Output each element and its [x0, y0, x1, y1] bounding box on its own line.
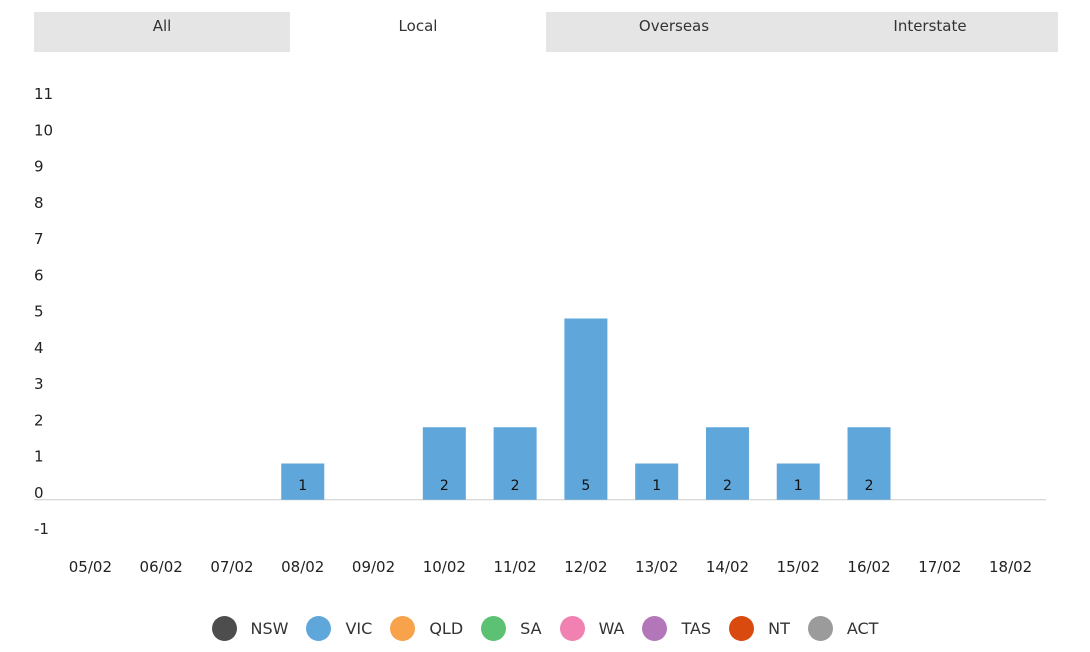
- y-tick-label: 4: [34, 339, 44, 357]
- bar-vic: [776, 463, 820, 500]
- bar-vic: [705, 427, 749, 500]
- legend-item-tas[interactable]: TAS: [642, 615, 712, 641]
- x-tick-label: 16/02: [847, 558, 890, 576]
- x-tick-label: 10/02: [423, 558, 466, 576]
- bar-data-label: 2: [511, 478, 520, 494]
- chart-legend: NSW VIC QLD SA WA TAS NT ACT: [0, 614, 1090, 642]
- legend-item-sa[interactable]: SA: [481, 615, 542, 641]
- bar-vic: [635, 463, 679, 500]
- x-tick-label: 12/02: [564, 558, 607, 576]
- y-tick-label: 3: [34, 375, 44, 393]
- legend-label-tas: TAS: [681, 618, 712, 638]
- x-tick-label: 07/02: [210, 558, 253, 576]
- bar-data-label: 2: [723, 478, 732, 494]
- y-tick-label: 10: [34, 121, 53, 139]
- bar-vic: [847, 427, 891, 500]
- tab-overseas[interactable]: Overseas: [546, 12, 802, 52]
- legend-swatch-tas: [642, 615, 668, 641]
- x-tick-label: 14/02: [706, 558, 749, 576]
- y-tick-label: 7: [34, 230, 44, 248]
- bar-vic: [564, 318, 608, 500]
- y-tick-label: 0: [34, 484, 44, 502]
- legend-item-vic[interactable]: VIC: [306, 615, 373, 641]
- tab-all[interactable]: All: [34, 12, 290, 52]
- x-tick-label: 09/02: [352, 558, 395, 576]
- bar-data-label: 1: [652, 478, 661, 494]
- bar-vic: [493, 427, 537, 500]
- x-tick-label: 11/02: [493, 558, 536, 576]
- legend-swatch-act: [807, 615, 833, 641]
- legend-item-nt[interactable]: NT: [729, 615, 790, 641]
- legend-label-vic: VIC: [345, 618, 373, 638]
- x-tick-label: 08/02: [281, 558, 324, 576]
- tab-interstate[interactable]: Interstate: [802, 12, 1058, 52]
- legend-label-sa: SA: [520, 618, 542, 638]
- legend-swatch-vic: [306, 615, 332, 641]
- x-tick-label: 06/02: [140, 558, 183, 576]
- legend-label-nsw: NSW: [250, 618, 289, 638]
- legend-item-act[interactable]: ACT: [807, 615, 879, 641]
- x-tick-label: 18/02: [989, 558, 1032, 576]
- tab-bar: All Local Overseas Interstate: [34, 12, 1058, 52]
- y-tick-label: 2: [34, 411, 44, 429]
- legend-swatch-nsw: [211, 615, 237, 641]
- y-tick-label: 8: [34, 194, 44, 212]
- legend-label-act: ACT: [846, 618, 879, 638]
- bar-data-label: 1: [794, 478, 803, 494]
- x-tick-label: 17/02: [918, 558, 961, 576]
- x-tick-label: 05/02: [69, 558, 112, 576]
- legend-label-wa: WA: [598, 618, 625, 638]
- legend-item-wa[interactable]: WA: [559, 615, 625, 641]
- x-tick-label: 15/02: [777, 558, 820, 576]
- y-tick-label: 11: [34, 85, 53, 103]
- bar-vic: [281, 463, 325, 500]
- legend-label-nt: NT: [768, 618, 790, 638]
- legend-swatch-wa: [559, 615, 585, 641]
- bar-data-label: 5: [581, 478, 590, 494]
- bar-vic: [422, 427, 466, 500]
- legend-swatch-sa: [481, 615, 507, 641]
- y-tick-label: 6: [34, 266, 44, 284]
- x-tick-label: 13/02: [635, 558, 678, 576]
- legend-label-qld: QLD: [429, 618, 464, 638]
- y-tick-label: 5: [34, 303, 44, 321]
- y-tick-label: -1: [34, 520, 49, 538]
- y-tick-label: 9: [34, 158, 44, 176]
- legend-item-qld[interactable]: QLD: [390, 615, 464, 641]
- bar-data-label: 1: [298, 478, 307, 494]
- y-tick-label: 1: [34, 448, 44, 466]
- bar-data-label: 2: [865, 478, 874, 494]
- legend-swatch-qld: [390, 615, 416, 641]
- bar-data-label: 2: [440, 478, 449, 494]
- tab-local[interactable]: Local: [290, 12, 546, 52]
- legend-item-nsw[interactable]: NSW: [211, 615, 289, 641]
- legend-swatch-nt: [729, 615, 755, 641]
